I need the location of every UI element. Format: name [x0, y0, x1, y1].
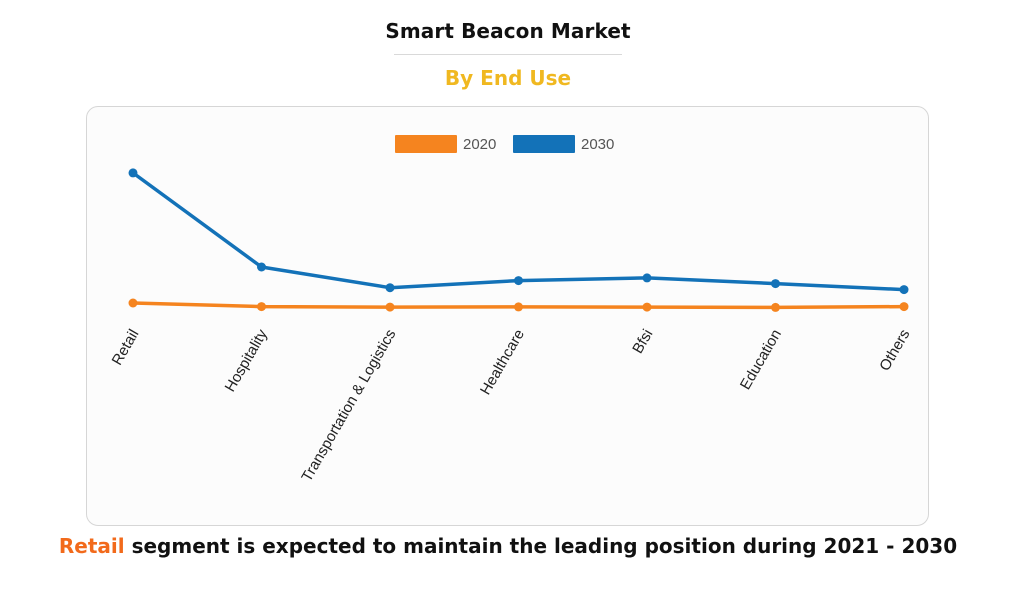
- x-tick-label: Bfsi: [629, 327, 656, 357]
- data-point-2030-5[interactable]: [771, 279, 780, 289]
- legend-item-2020[interactable]: 2020: [395, 135, 496, 153]
- data-point-2020-3[interactable]: [514, 302, 523, 312]
- data-point-2020-6[interactable]: [899, 302, 909, 312]
- legend-label-2020: 2020: [463, 136, 496, 153]
- x-tick-label: Healthcare: [477, 327, 528, 398]
- x-tick-label: Hospitality: [222, 326, 272, 395]
- data-point-2020-4[interactable]: [642, 302, 652, 312]
- data-point-2030-6[interactable]: [899, 285, 909, 295]
- footer-text: segment is expected to maintain the lead…: [124, 534, 958, 558]
- x-axis: Retail Hospitality Transportation & Logist…: [109, 326, 914, 485]
- series-layer: [128, 168, 909, 312]
- x-tick-label: Others: [876, 327, 913, 374]
- x-tick-label: Retail: [109, 327, 143, 369]
- chart-container: 2020 2030 Retail Hospitality Transportation…: [86, 106, 929, 526]
- data-point-2030-4[interactable]: [642, 273, 652, 283]
- data-point-2030-0[interactable]: [128, 168, 138, 178]
- title-divider: [394, 54, 622, 55]
- footer-highlight: Retail: [58, 534, 125, 558]
- data-point-2030-2[interactable]: [385, 283, 395, 293]
- legend-swatch-2020: [395, 135, 457, 153]
- footer-caption: Retail segment is expected to maintain t…: [0, 534, 1016, 558]
- chart-title: Smart Beacon Market: [385, 19, 631, 43]
- data-point-2020-1[interactable]: [257, 302, 266, 312]
- x-tick-label: Education: [737, 327, 785, 393]
- data-point-2030-1[interactable]: [257, 262, 266, 272]
- legend-swatch-2030: [513, 135, 575, 153]
- legend-item-2030[interactable]: 2030: [513, 135, 614, 153]
- data-point-2020-5[interactable]: [771, 302, 780, 312]
- x-tick-label: Transportation & Logistics: [298, 327, 399, 485]
- legend: 2020 2030: [395, 135, 614, 153]
- data-point-2020-0[interactable]: [128, 298, 138, 308]
- chart-subtitle: By End Use: [444, 66, 572, 90]
- series-line-2030: [131, 171, 906, 292]
- legend-label-2030: 2030: [581, 136, 614, 153]
- line-chart: 2020 2030 Retail Hospitality Transportation…: [109, 135, 914, 485]
- data-point-2020-2[interactable]: [385, 302, 395, 312]
- data-point-2030-3[interactable]: [514, 276, 523, 286]
